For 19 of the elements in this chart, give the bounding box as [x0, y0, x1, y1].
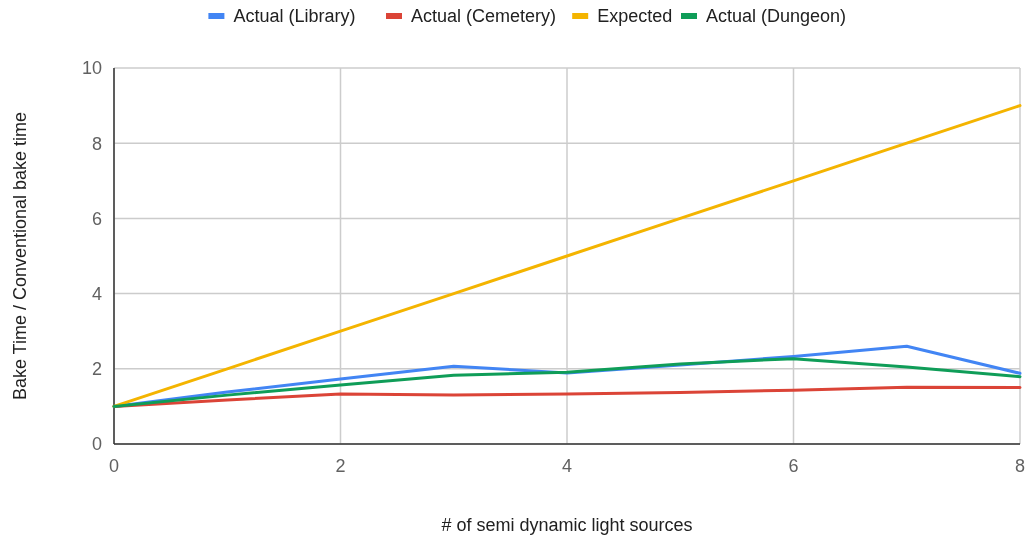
- y-tick-label: 10: [81, 58, 102, 79]
- legend-label: Actual (Library): [233, 6, 356, 27]
- x-tick-label: 4: [561, 456, 573, 476]
- y-tick-label: 0: [91, 434, 102, 455]
- x-axis-title: # of semi dynamic light sources: [441, 515, 693, 535]
- y-tick-label: 2: [91, 359, 102, 380]
- line-series: [112, 104, 1022, 408]
- legend-label: Actual (Cemetery): [411, 6, 557, 27]
- line-series: [112, 357, 1022, 408]
- legend-label: Expected: [597, 6, 673, 27]
- x-tick-label: 8: [1014, 456, 1026, 476]
- y-tick-label: 8: [91, 133, 102, 154]
- x-tick-label: 0: [108, 456, 120, 476]
- legend-label: Actual (Dungeon): [706, 6, 847, 27]
- y-tick-label: 6: [91, 208, 102, 229]
- y-axis-title: Bake Time / Conventional bake time: [10, 111, 30, 401]
- x-tick-label: 2: [335, 456, 346, 476]
- x-tick-label: 6: [788, 456, 799, 476]
- y-tick-label: 4: [91, 283, 102, 304]
